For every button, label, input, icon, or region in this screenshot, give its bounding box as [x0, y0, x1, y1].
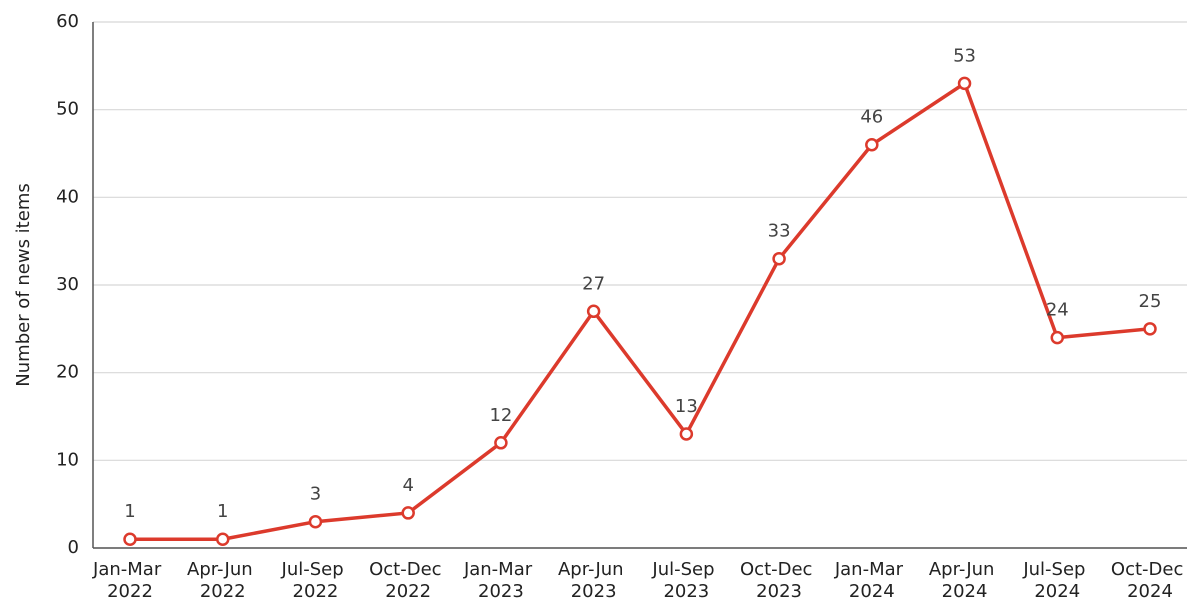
- data-label: 33: [768, 221, 791, 242]
- x-tick-label: Apr-Jun 2024: [929, 559, 1000, 602]
- x-tick-label: Jan-Mar 2024: [834, 559, 909, 602]
- data-point: [401, 506, 415, 520]
- data-point: [772, 251, 786, 266]
- x-tick-label: Jan-Mar 2023: [463, 559, 538, 602]
- data-point: [957, 76, 972, 91]
- y-tick-label: 30: [56, 274, 79, 295]
- y-tick-label: 0: [68, 537, 79, 558]
- data-point: [215, 532, 230, 546]
- x-tick-label: Oct-Dec 2023: [740, 559, 818, 602]
- data-label: 24: [1046, 300, 1069, 321]
- y-tick-label: 40: [56, 186, 79, 207]
- x-tick-label: Jul-Sep 2023: [651, 559, 720, 602]
- x-tick-label: Apr-Jun 2022: [187, 559, 258, 602]
- data-point: [1050, 330, 1065, 345]
- data-line: [130, 81, 1151, 541]
- x-tick-label: Jul-Sep 2024: [1022, 559, 1091, 602]
- x-tick-label: Oct-Dec 2022: [369, 559, 447, 602]
- data-label: 3: [310, 484, 321, 505]
- data-label: 13: [675, 396, 698, 417]
- data-point: [679, 427, 694, 441]
- data-label: 53: [953, 45, 976, 66]
- x-tick-label: Oct-Dec 2024: [1111, 559, 1189, 602]
- y-tick-label: 10: [56, 449, 79, 470]
- x-tick-label: Apr-Jun 2023: [558, 559, 629, 602]
- data-label: 1: [124, 501, 135, 522]
- data-label: 4: [402, 475, 413, 496]
- data-label: 27: [582, 273, 605, 294]
- data-point: [123, 532, 137, 546]
- data-label: 12: [489, 405, 512, 426]
- x-tick-label: Jan-Mar 2022: [92, 559, 167, 602]
- y-tick-label: 60: [56, 11, 79, 32]
- data-point: [586, 304, 601, 319]
- data-point: [865, 137, 879, 152]
- y-tick-label: 50: [56, 99, 79, 120]
- y-tick-label: 20: [56, 362, 79, 383]
- y-axis-label: Number of news items: [13, 183, 34, 386]
- data-label: 25: [1139, 291, 1162, 312]
- data-point: [1143, 322, 1157, 336]
- data-label: 1: [217, 501, 228, 522]
- x-tick-label: Jul-Sep 2022: [281, 559, 350, 602]
- data-point: [494, 436, 508, 450]
- data-label: 46: [860, 107, 883, 128]
- data-point: [308, 514, 323, 529]
